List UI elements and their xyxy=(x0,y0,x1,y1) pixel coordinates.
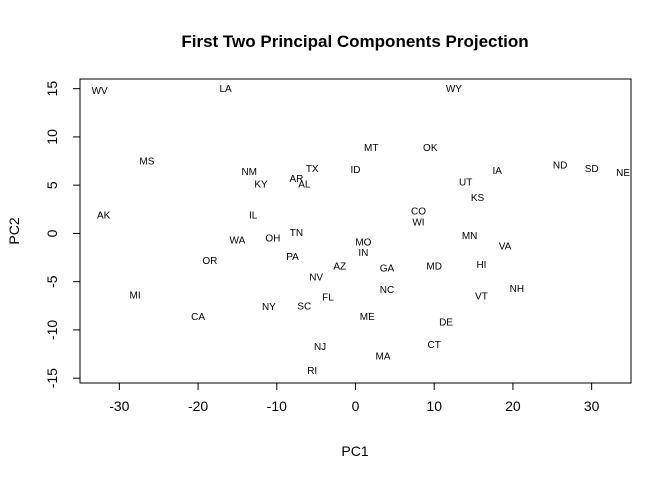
x-tick-label: 30 xyxy=(584,398,600,414)
point-label-il: IL xyxy=(249,211,258,222)
point-label-wa: WA xyxy=(230,236,246,247)
point-label-pa: PA xyxy=(286,252,299,263)
x-tick-label: 10 xyxy=(426,398,442,414)
point-label-ga: GA xyxy=(380,264,395,275)
y-tick-label: 15 xyxy=(44,81,60,97)
point-label-fl: FL xyxy=(322,293,334,304)
point-label-ma: MA xyxy=(376,351,391,362)
x-tick-label: -10 xyxy=(267,398,287,414)
point-label-va: VA xyxy=(499,241,512,252)
point-label-al: AL xyxy=(298,180,311,191)
x-axis-label: PC1 xyxy=(341,443,368,459)
point-label-nj: NJ xyxy=(314,342,326,353)
point-label-nh: NH xyxy=(510,284,524,295)
y-tick-label: 5 xyxy=(44,181,60,189)
y-tick-label: -10 xyxy=(44,320,60,340)
y-tick-label: 10 xyxy=(44,129,60,145)
point-label-ak: AK xyxy=(97,211,111,222)
point-label-ky: KY xyxy=(254,180,268,191)
point-label-sd: SD xyxy=(585,164,599,175)
point-label-ne: NE xyxy=(616,168,630,179)
point-label-ia: IA xyxy=(492,166,502,177)
point-label-ri: RI xyxy=(307,366,317,377)
point-label-md: MD xyxy=(426,262,442,273)
point-label-ar: AR xyxy=(290,174,304,185)
y-tick-label: 0 xyxy=(44,229,60,237)
x-tick-label: -20 xyxy=(188,398,208,414)
point-label-wy: WY xyxy=(446,84,462,95)
y-tick-label: -5 xyxy=(44,275,60,288)
point-label-ny: NY xyxy=(262,302,276,313)
point-label-ms: MS xyxy=(139,156,154,167)
point-label-oh: OH xyxy=(265,234,280,245)
point-label-wv: WV xyxy=(92,86,108,97)
point-label-nm: NM xyxy=(241,167,257,178)
chart-title: First Two Principal Components Projectio… xyxy=(181,32,528,51)
point-label-ca: CA xyxy=(191,312,205,323)
point-label-wi: WI xyxy=(412,217,424,228)
x-tick-label: 0 xyxy=(352,398,360,414)
point-label-nv: NV xyxy=(309,272,323,283)
point-label-nd: ND xyxy=(553,160,567,171)
point-label-me: ME xyxy=(360,312,375,323)
y-axis: -15 -10 -5 0 5 10 15 xyxy=(44,81,80,388)
x-tick-label: 20 xyxy=(505,398,521,414)
point-label-ok: OK xyxy=(423,143,438,154)
point-label-ks: KS xyxy=(471,193,485,204)
point-label-in: IN xyxy=(358,248,368,259)
x-axis: -30 -20 -10 0 10 20 30 xyxy=(109,383,600,414)
y-tick-label: -15 xyxy=(44,368,60,388)
point-label-vt: VT xyxy=(475,292,488,303)
point-label-la: LA xyxy=(220,84,233,95)
point-label-mo: MO xyxy=(355,238,371,249)
point-label-mi: MI xyxy=(130,291,141,302)
point-label-ct: CT xyxy=(428,340,441,351)
point-label-mt: MT xyxy=(364,143,378,154)
point-label-or: OR xyxy=(202,256,217,267)
point-label-tx: TX xyxy=(306,164,319,175)
plot-frame xyxy=(79,78,632,384)
point-label-sc: SC xyxy=(297,301,311,312)
point-label-de: DE xyxy=(439,318,453,329)
point-label-tn: TN xyxy=(290,228,303,239)
point-label-nc: NC xyxy=(380,285,394,296)
point-label-co: CO xyxy=(411,207,426,218)
y-axis-label: PC2 xyxy=(6,217,22,244)
point-label-hi: HI xyxy=(476,260,486,271)
point-label-ut: UT xyxy=(459,178,472,189)
x-tick-label: -30 xyxy=(109,398,129,414)
point-label-mn: MN xyxy=(462,231,478,242)
point-label-id: ID xyxy=(351,165,361,176)
point-label-az: AZ xyxy=(333,262,346,273)
